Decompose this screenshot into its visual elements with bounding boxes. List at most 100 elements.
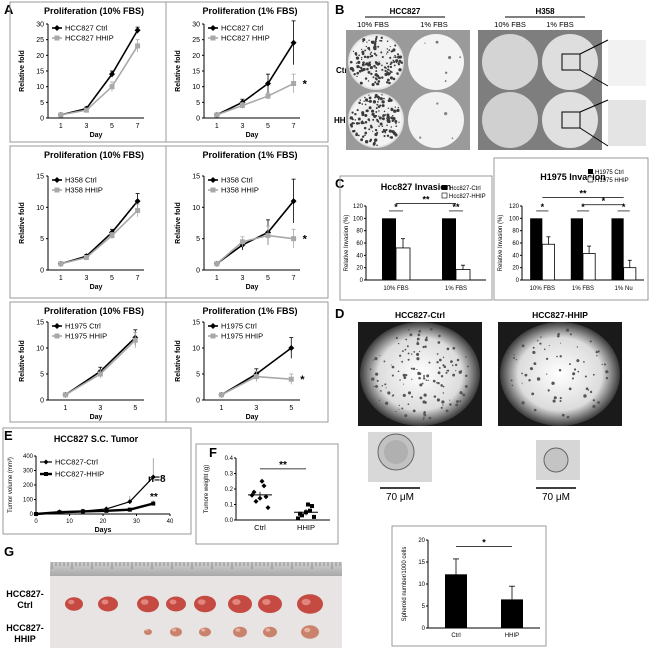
colony-dot-0 xyxy=(374,73,378,77)
panel-label-b: B xyxy=(335,2,344,17)
colony-dot-0 xyxy=(394,44,397,47)
colony-dot-0 xyxy=(370,72,373,76)
colony-dot-2 xyxy=(394,133,398,137)
micro-dot-0 xyxy=(423,393,427,397)
colony-dot-0 xyxy=(389,65,393,69)
colony-dot-0 xyxy=(378,77,380,79)
micro-dot-0 xyxy=(418,329,422,333)
micro-dot-0 xyxy=(423,416,425,419)
colony-row-ctrl: Ctrl xyxy=(336,66,350,75)
colony-dot-2 xyxy=(361,135,365,138)
micro-dot-0 xyxy=(412,367,416,371)
prolif-line-hhip-3 xyxy=(216,234,294,265)
colony-dot-2 xyxy=(391,114,394,117)
colony-dot-2 xyxy=(361,103,364,105)
micro-dot-0 xyxy=(421,382,424,385)
tumor-ytick-label: 100 xyxy=(23,498,34,504)
micro-dot-0 xyxy=(418,350,421,353)
prolif-legend-hhip-5: H1975 HHIP xyxy=(221,332,263,341)
tumor-xtick-label: 0 xyxy=(34,519,38,525)
colony-dot-2 xyxy=(372,142,376,146)
photo-label-hhip-2: HHIP xyxy=(14,634,36,644)
micro-dot-0 xyxy=(450,360,453,363)
micro-dot-1 xyxy=(559,355,562,358)
weight-point-ctrl xyxy=(263,494,269,500)
micro-dot-1 xyxy=(515,358,518,361)
micro-dot-1 xyxy=(606,371,609,373)
tumor-title: HCC827 S.C. Tumor xyxy=(54,434,139,444)
tumor-hhip-highlight xyxy=(145,629,149,631)
colony-dot-0 xyxy=(352,50,355,53)
prolif-ytick-label-4: 5 xyxy=(40,372,44,379)
prolif-ytick-label-5: 15 xyxy=(192,320,200,327)
colony-dot-2 xyxy=(363,122,365,125)
invasion-ytick-label-h1975: 0 xyxy=(516,278,520,284)
colony-dot-2 xyxy=(378,115,380,117)
prolif-ytick-label-5: 0 xyxy=(196,398,200,405)
micro-dot-0 xyxy=(422,377,426,380)
micro-dot-1 xyxy=(601,363,603,366)
micro-dot-1 xyxy=(521,401,525,405)
invasion-cat-h1975: 1% Nu xyxy=(615,286,633,292)
micro-dot-1 xyxy=(559,342,562,344)
tumor-ctrl xyxy=(65,597,83,611)
prolif-point-hhip-0 xyxy=(135,43,141,49)
tumor-sig: ** xyxy=(150,492,158,503)
zoom-inset-ctrl xyxy=(608,40,646,86)
prolif-ytick-label-4: 0 xyxy=(40,398,44,405)
weight-frame xyxy=(195,443,339,545)
colony-dot-2 xyxy=(389,98,393,102)
colony-dot-0 xyxy=(394,56,397,59)
zoom-inset-hhip xyxy=(608,100,646,146)
invasion-outer-sig-hcc827: ** xyxy=(422,195,430,205)
tumor-frame xyxy=(2,427,192,535)
micro-dot-0 xyxy=(425,379,428,381)
micro-dot-0 xyxy=(398,404,401,407)
micro-dot-0 xyxy=(417,339,419,341)
colony-dot-1 xyxy=(444,80,447,82)
invasion-ytick-label-hcc827: 0 xyxy=(360,278,364,284)
prolif-legend-ctrl-1: HCC827 Ctrl xyxy=(221,24,264,33)
colony-dot-2 xyxy=(350,124,354,128)
prolif-point-hhip-0 xyxy=(58,112,64,118)
tumor-point-ctrl xyxy=(150,474,156,480)
prolif-sig-5: * xyxy=(300,374,305,386)
colony-dot-0 xyxy=(395,61,398,64)
colony-dot-2 xyxy=(381,100,385,104)
colony-dot-2 xyxy=(357,134,360,137)
micro-dot-0 xyxy=(449,399,451,401)
colony-dot-2 xyxy=(372,118,375,121)
weight-point-hhip xyxy=(296,516,300,521)
panel-label-a: A xyxy=(4,2,14,17)
invasion-bar-ctrl-hcc827 xyxy=(442,218,456,280)
micro-dot-0 xyxy=(411,353,413,355)
micro-dot-0 xyxy=(422,400,426,404)
micro-dot-1 xyxy=(573,368,577,371)
spheroid-bar xyxy=(445,574,467,628)
colony-dot-2 xyxy=(386,124,388,127)
colony-dot-0 xyxy=(372,76,375,79)
colony-dot-0 xyxy=(359,66,363,70)
micro-dot-0 xyxy=(436,398,440,402)
tumor-ctrl-highlight xyxy=(232,599,241,605)
micro-dot-1 xyxy=(583,361,585,363)
micro-dot-0 xyxy=(397,370,400,373)
colony-dot-0 xyxy=(362,61,365,64)
invasion-legend-box-hhip-hcc827 xyxy=(441,192,448,199)
colony-dot-2 xyxy=(368,99,372,103)
colony-dot-0 xyxy=(366,55,370,59)
prolif-xtick-label-0: 1 xyxy=(59,123,63,130)
prolif-ytick-label-1: 15 xyxy=(192,69,200,76)
micro-dot-0 xyxy=(455,370,457,372)
photo-label-ctrl-1: HCC827- xyxy=(6,589,44,599)
tumor-hhip-highlight xyxy=(201,628,206,632)
tumor-point-ctrl xyxy=(127,499,133,505)
colony-dot-2 xyxy=(364,103,367,106)
prolif-legend-ctrl-2: H358 Ctrl xyxy=(65,176,97,185)
zoom-line-1 xyxy=(579,39,609,55)
tumor-hhip-highlight xyxy=(172,628,177,632)
tumor-ctrl-highlight xyxy=(301,598,311,606)
micro-dot-0 xyxy=(404,348,407,351)
micro-dot-1 xyxy=(556,334,560,338)
invasion-outer-sig-h1975-1: ** xyxy=(579,188,587,198)
